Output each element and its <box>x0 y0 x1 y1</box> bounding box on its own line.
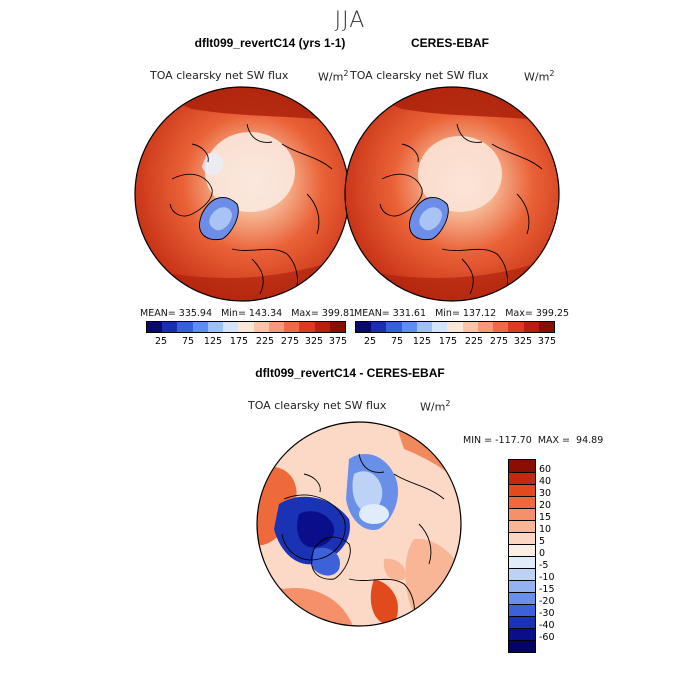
panel1-colorbar <box>146 321 346 333</box>
tick: 10 <box>539 524 552 535</box>
tick: 25 <box>154 336 168 347</box>
tick: 325 <box>513 336 533 347</box>
tick: 175 <box>438 336 458 347</box>
panel2-colorbar-ticks: 25 75 125 175 225 275 325 375 <box>355 336 561 347</box>
panel1-title: dflt099_revertC14 (yrs 1-1) <box>194 36 346 50</box>
tick: 15 <box>539 512 552 523</box>
panel2-title: CERES-EBAF <box>410 36 489 50</box>
panel2-stats: MEAN= 331.61 Min= 137.12 Max= 399.25 <box>354 308 570 319</box>
diff-title: dflt099_revertC14 - CERES-EBAF <box>255 366 445 380</box>
tick: 25 <box>363 336 377 347</box>
tick: 75 <box>181 336 195 347</box>
tick: 275 <box>280 336 300 347</box>
tick: 60 <box>539 464 552 475</box>
panel1-units: W/m2 <box>318 69 349 84</box>
tick: 0 <box>539 548 546 559</box>
tick: 125 <box>203 336 223 347</box>
panel2-variable: TOA clearsky net SW flux <box>350 69 489 82</box>
diff-variable: TOA clearsky net SW flux <box>248 399 387 412</box>
tick: -40 <box>539 620 555 631</box>
tick: 175 <box>229 336 249 347</box>
tick: 30 <box>539 488 552 499</box>
tick: -30 <box>539 608 555 619</box>
diff-minmax: MIN = -117.70 MAX = 94.89 <box>463 435 604 446</box>
panel2-units: W/m2 <box>524 69 555 84</box>
tick: 125 <box>412 336 432 347</box>
tick: -15 <box>539 584 555 595</box>
tick: 75 <box>390 336 404 347</box>
tick: 40 <box>539 476 552 487</box>
tick: 325 <box>304 336 324 347</box>
panel1-variable: TOA clearsky net SW flux <box>150 69 289 82</box>
season-title: JJA <box>334 8 366 33</box>
tick: 20 <box>539 500 552 511</box>
tick: 5 <box>539 536 546 547</box>
tick: 225 <box>255 336 275 347</box>
panel1-stats: MEAN= 335.94 Min= 143.34 Max= 399.81 <box>140 308 356 319</box>
diff-map <box>256 421 462 627</box>
diff-units: W/m2 <box>420 399 451 414</box>
tick: -20 <box>539 596 555 607</box>
diff-colorbar <box>508 459 536 653</box>
tick: 375 <box>537 336 557 347</box>
tick: 225 <box>464 336 484 347</box>
panel2-colorbar <box>355 321 555 333</box>
tick: -60 <box>539 632 555 643</box>
tick: -10 <box>539 572 555 583</box>
panel2-map <box>344 86 560 302</box>
tick: 275 <box>489 336 509 347</box>
panel1-map <box>134 86 350 302</box>
diff-colorbar-labels: 60 40 30 20 15 10 5 0 -5 -10 -15 -20 -30… <box>539 464 555 644</box>
tick: -5 <box>539 560 549 571</box>
tick: 375 <box>328 336 348 347</box>
panel1-colorbar-ticks: 25 75 125 175 225 275 325 375 <box>146 336 352 347</box>
